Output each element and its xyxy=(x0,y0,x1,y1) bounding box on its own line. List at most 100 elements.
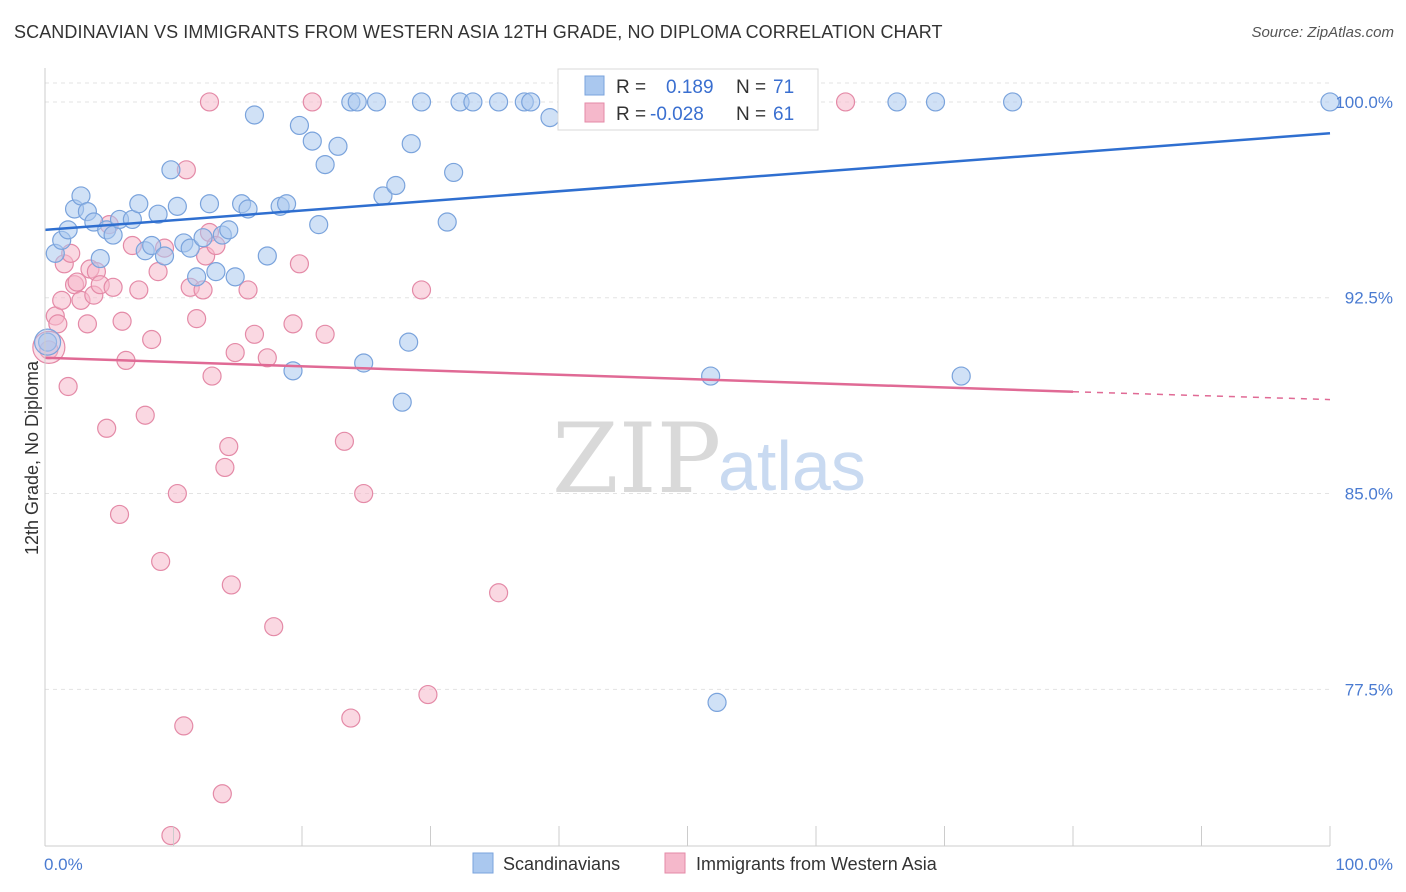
y-tick-label-77.5: 77.5% xyxy=(1345,680,1393,699)
grid-lines xyxy=(45,82,1330,690)
immigrants-point-44 xyxy=(238,280,258,300)
legend-swatch-blue xyxy=(584,75,605,96)
immigrants-point-57 xyxy=(489,583,509,603)
immigrants-point-54 xyxy=(354,483,374,504)
immigrants-point-17 xyxy=(103,277,123,297)
scandinavians-point-69 xyxy=(1320,92,1340,112)
series-legend-swatch-blue xyxy=(472,852,494,874)
immigrants-point-37 xyxy=(202,366,222,386)
scandinavians-point-18 xyxy=(167,196,187,216)
y-tick-label-92.5: 92.5% xyxy=(1345,289,1393,308)
scandinavians-point-27 xyxy=(225,267,245,287)
scandinavians-point-large xyxy=(33,328,62,356)
immigrants-point-56 xyxy=(418,684,438,705)
immigrants-point-30 xyxy=(174,716,194,736)
immigrants-point-49 xyxy=(289,254,310,274)
immigrants-point-39 xyxy=(212,784,232,804)
scandinavians-point-24 xyxy=(206,262,226,282)
scandinavians-point-46 xyxy=(392,392,412,412)
scandinavians-point-36 xyxy=(302,131,322,151)
immigrants-point-55 xyxy=(411,280,432,300)
immigrants-point-2 xyxy=(48,314,68,334)
scandinavians-point-31 xyxy=(257,246,277,266)
immigrants-point-60 xyxy=(199,92,220,112)
immigrants-point-5 xyxy=(58,376,78,397)
immigrants-point-8 xyxy=(67,272,87,292)
y-tick-labels: 77.5% 85.0% 92.5% 100.0% xyxy=(1335,93,1393,699)
immigrants-point-18 xyxy=(109,504,130,525)
watermark-zip: ZIP xyxy=(552,403,721,515)
immigrants-point-10 xyxy=(77,314,98,334)
scandinavians-point-67 xyxy=(951,366,971,386)
scandinavians-point-39 xyxy=(328,136,348,156)
legend-n-value-2: 61 xyxy=(773,104,794,125)
scandinavians-point-12 xyxy=(129,194,149,214)
immigrants-point-19 xyxy=(112,311,132,331)
legend-n-label-1: N = xyxy=(736,77,766,98)
y-tick-label-85: 85.0% xyxy=(1345,485,1393,504)
immigrants-point-50 xyxy=(302,92,322,112)
immigrants-trend-line xyxy=(44,356,1074,393)
source-note: Source: ZipAtlas.com xyxy=(1251,24,1394,41)
scandinavians-point-50 xyxy=(437,212,457,232)
legend-r-value-1: 0.189 xyxy=(666,77,714,98)
scandinavians-point-20 xyxy=(180,238,200,258)
scandinavians-point-16 xyxy=(154,246,175,266)
scandinavians-point-21 xyxy=(187,267,207,287)
scandinavians-point-47 xyxy=(399,332,419,352)
immigrants-point-26 xyxy=(151,551,171,572)
immigrants-point-43 xyxy=(225,342,245,363)
immigrants-point-47 xyxy=(264,617,284,637)
legend-r-label-1: R = xyxy=(616,77,646,98)
axes xyxy=(44,68,1331,847)
series-legend-label-immigrants: Immigrants from Western Asia xyxy=(696,854,938,874)
scandinavians-point-15 xyxy=(148,204,168,224)
scandinavians-trend-line xyxy=(44,132,1331,232)
scandinavians-point-57 xyxy=(540,108,560,128)
x-tick-label-0: 0.0% xyxy=(44,855,83,874)
scandinavians-point-64 xyxy=(707,692,727,713)
immigrants-point-23 xyxy=(135,405,155,425)
scandinavians-point-53 xyxy=(463,92,483,112)
scandinavians-point-7 xyxy=(90,248,110,269)
immigrants-point-53 xyxy=(341,708,361,728)
immigrants-point-29 xyxy=(167,483,187,504)
scandinavians-point-45 xyxy=(386,175,406,196)
immigrants-point-46 xyxy=(257,348,277,368)
scandinavians-point-22 xyxy=(193,228,213,248)
immigrants-point-42 xyxy=(221,575,241,595)
legend-r-value-2: -0.028 xyxy=(650,104,704,125)
immigrants-point-15 xyxy=(97,418,117,438)
scandinavians-point-51 xyxy=(444,162,464,183)
scandinavians-point-68 xyxy=(1003,92,1023,112)
scandinavians-point-56 xyxy=(521,92,541,112)
immigrants-point-45 xyxy=(244,324,265,344)
legend-n-label-2: N = xyxy=(736,104,766,125)
series-legend-swatch-pink xyxy=(664,852,686,874)
scandinavians-point-26 xyxy=(219,220,239,240)
immigrants-point-33 xyxy=(187,309,207,329)
immigrants-point-3 xyxy=(52,290,72,310)
scandinavians-point-30 xyxy=(244,105,265,125)
immigrants-point-41 xyxy=(219,436,239,457)
immigrants-point-22 xyxy=(129,280,149,300)
legend-swatch-pink xyxy=(584,102,605,123)
series-legend: Scandinavians Immigrants from Western As… xyxy=(472,852,938,874)
stats-legend: R = 0.189 N = 71 R = -0.028 N = 61 xyxy=(557,68,819,131)
scandinavians-point-23 xyxy=(199,194,220,214)
legend-n-value-1: 71 xyxy=(773,77,794,98)
series-legend-label-scandinavians: Scandinavians xyxy=(503,854,620,874)
scandinavians-point-54 xyxy=(489,92,509,112)
scandinavians-point-35 xyxy=(289,115,310,136)
x-tick-label-100: 100.0% xyxy=(1335,855,1393,874)
scandinavians-point-65 xyxy=(887,92,907,112)
scandinavians-point-49 xyxy=(411,92,432,112)
scandinavians-point-48 xyxy=(401,134,421,154)
scandinavians-point-17 xyxy=(161,160,181,180)
scandinavians-point-43 xyxy=(366,92,387,112)
immigrants-point-52 xyxy=(334,431,355,451)
watermark: ZIP atlas xyxy=(552,403,866,515)
y-axis-label: 12th Grade, No Diploma xyxy=(22,360,42,555)
immigrants-point-24 xyxy=(142,329,162,350)
